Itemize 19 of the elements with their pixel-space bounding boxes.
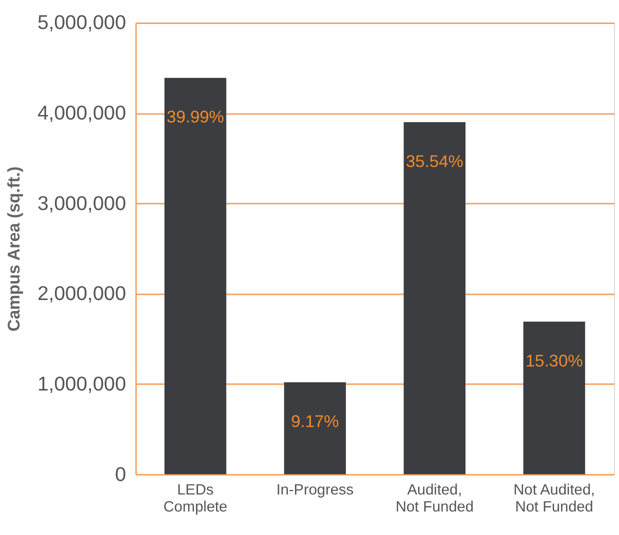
x-tick-label: Not Audited, Not Funded — [514, 482, 595, 516]
bar — [164, 78, 226, 474]
x-tick-label: Audited, Not Funded — [396, 482, 474, 516]
x-tick-label: LEDs Complete — [163, 482, 228, 516]
annotation: 35.54% — [406, 152, 464, 171]
y-tick-label: 1,000,000 — [37, 373, 126, 396]
bar — [523, 322, 586, 474]
y-tick-label: 0 — [115, 464, 126, 486]
bar — [404, 122, 466, 474]
y-tick-label: 5,000,000 — [37, 12, 126, 34]
y-axis-title: Campus Area (sq.ft.) — [4, 166, 24, 332]
annotation: 9.17% — [290, 412, 339, 432]
y-tick-label: 4,000,000 — [37, 102, 126, 125]
annotation: 15.30% — [525, 352, 583, 371]
x-tick-label: In-Progress — [276, 482, 354, 499]
y-tick-label: 3,000,000 — [37, 192, 126, 215]
bar — [284, 382, 346, 474]
y-tick-label: 2,000,000 — [37, 283, 126, 306]
annotation: 39.99% — [166, 108, 224, 127]
